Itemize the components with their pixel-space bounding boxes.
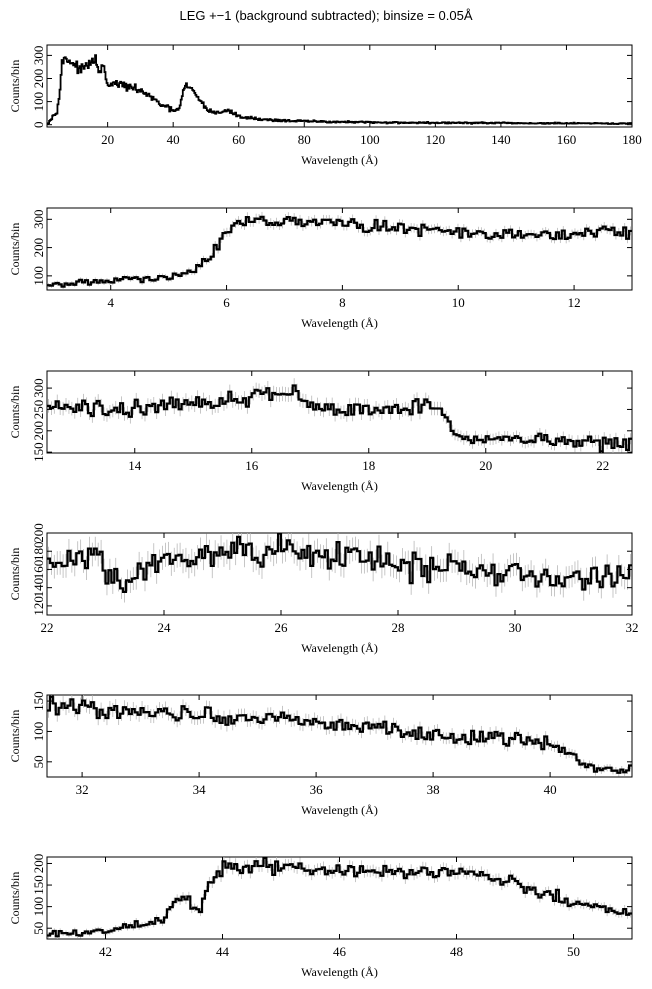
x-tick-label: 180 — [622, 132, 642, 147]
x-tick-label: 40 — [544, 782, 557, 797]
y-tick-label: 250 — [31, 400, 46, 420]
spectrum-line — [47, 54, 632, 125]
x-tick-label: 40 — [167, 132, 180, 147]
x-tick-label: 48 — [450, 944, 463, 959]
x-tick-label: 32 — [76, 782, 89, 797]
y-axis-label: Counts/bin — [8, 872, 22, 925]
plot-frame — [46, 370, 633, 454]
x-tick-label: 60 — [232, 132, 245, 147]
x-tick-label: 80 — [298, 132, 311, 147]
x-tick-label: 24 — [158, 620, 172, 635]
x-tick-label: 42 — [99, 944, 112, 959]
y-axis-label: Counts/bin — [8, 710, 22, 763]
plot-frame — [46, 694, 633, 778]
x-tick-label: 36 — [310, 782, 324, 797]
y-tick-label: 200 — [31, 523, 46, 543]
x-tick-label: 4 — [107, 295, 114, 310]
y-tick-label: 180 — [31, 541, 46, 561]
x-tick-label: 46 — [333, 944, 347, 959]
y-tick-label: 120 — [31, 596, 46, 616]
y-tick-label: 300 — [31, 46, 46, 65]
plot-frame — [46, 532, 633, 616]
y-tick-label: 150 — [31, 442, 46, 462]
y-tick-label: 100 — [31, 92, 46, 112]
x-tick-label: 100 — [360, 132, 380, 147]
x-tick-label: 38 — [427, 782, 440, 797]
y-tick-label: 150 — [31, 691, 46, 711]
plot-frame — [46, 44, 633, 128]
x-axis-label: Wavelength (Å) — [301, 965, 378, 979]
y-tick-label: 200 — [31, 421, 46, 441]
x-tick-label: 6 — [223, 295, 230, 310]
y-tick-label: 50 — [31, 922, 46, 935]
y-tick-label: 140 — [31, 578, 46, 598]
x-tick-label: 32 — [626, 620, 639, 635]
x-tick-label: 30 — [509, 620, 522, 635]
x-axis-label: Wavelength (Å) — [301, 479, 378, 493]
y-tick-label: 0 — [31, 121, 46, 128]
y-tick-label: 200 — [31, 69, 46, 89]
y-axis-label: Counts/bin — [8, 223, 22, 276]
x-axis-label: Wavelength (Å) — [301, 316, 378, 330]
y-tick-label: 100 — [31, 266, 46, 286]
x-tick-label: 12 — [568, 295, 581, 310]
spectrum-line — [47, 856, 632, 938]
spectrum-panel-2: 4 6 8 10 12 100 200 300 Wavelength (Å) Counts/bin — [8, 207, 633, 330]
spectrum-line — [47, 215, 632, 288]
x-tick-label: 22 — [596, 458, 609, 473]
x-axis-label: Wavelength (Å) — [301, 153, 378, 167]
x-tick-label: 20 — [479, 458, 492, 473]
x-tick-label: 120 — [426, 132, 446, 147]
x-tick-label: 20 — [101, 132, 114, 147]
y-axis-label: Counts/bin — [8, 386, 22, 439]
y-tick-label: 100 — [31, 897, 46, 917]
y-tick-label: 160 — [31, 560, 46, 580]
x-tick-label: 16 — [245, 458, 259, 473]
plot-frame — [46, 207, 633, 291]
x-tick-label: 26 — [275, 620, 289, 635]
spectrum-line — [47, 384, 632, 453]
x-tick-label: 22 — [41, 620, 54, 635]
x-tick-label: 140 — [491, 132, 511, 147]
x-axis-label: Wavelength (Å) — [301, 803, 378, 817]
x-axis-label: Wavelength (Å) — [301, 641, 378, 655]
x-tick-label: 160 — [557, 132, 577, 147]
x-tick-label: 14 — [128, 458, 142, 473]
x-tick-label: 34 — [193, 782, 207, 797]
figure-title: LEG +−1 (background subtracted); binsize… — [179, 8, 473, 23]
spectrum-line — [47, 532, 632, 593]
x-tick-label: 50 — [567, 944, 580, 959]
x-tick-label: 8 — [339, 295, 346, 310]
y-axis-label: Counts/bin — [8, 60, 22, 113]
y-tick-label: 100 — [31, 722, 46, 742]
y-tick-label: 50 — [31, 755, 46, 768]
x-tick-label: 44 — [216, 944, 230, 959]
x-tick-label: 28 — [392, 620, 405, 635]
y-tick-label: 300 — [31, 378, 46, 398]
spectrum-panel-5: 32 34 36 38 40 50 100 150 Wavelength (Å) Counts/b… — [8, 691, 633, 817]
y-axis-label: Counts/bin — [8, 548, 22, 601]
y-tick-label: 300 — [31, 210, 46, 230]
y-tick-label: 150 — [31, 875, 46, 895]
x-tick-label: 18 — [362, 458, 375, 473]
y-tick-label: 200 — [31, 854, 46, 874]
spectrum-line — [47, 695, 632, 774]
error-bars — [48, 378, 631, 453]
y-tick-label: 200 — [31, 238, 46, 258]
x-tick-label: 10 — [452, 295, 465, 310]
spectrum-panel-1: 20 40 60 80 100 120 140 160 180 0 100 200 300 Wavelen… — [8, 44, 642, 167]
